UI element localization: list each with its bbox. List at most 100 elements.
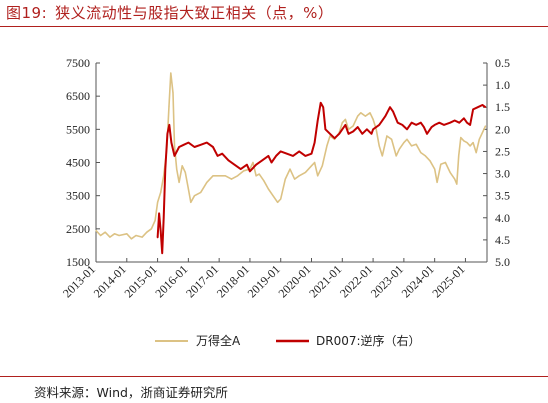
y-left-tick-label: 2500 bbox=[66, 222, 90, 236]
data-point-dr007 bbox=[338, 133, 340, 135]
data-point-dr007 bbox=[389, 106, 391, 108]
data-point-wind-all-a bbox=[176, 168, 178, 170]
data-point-wind-all-a bbox=[263, 180, 265, 182]
data-point-dr007 bbox=[420, 122, 422, 124]
data-point-dr007 bbox=[370, 133, 373, 135]
data-point-wind-all-a bbox=[154, 219, 156, 222]
x-tick-label: 2025-01 bbox=[429, 262, 467, 300]
data-point-wind-all-a bbox=[237, 175, 239, 177]
data-point-wind-all-a bbox=[484, 125, 487, 127]
data-point-wind-all-a bbox=[284, 178, 286, 180]
data-point-wind-all-a bbox=[347, 128, 350, 130]
data-point-dr007 bbox=[275, 155, 277, 157]
data-point-dr007 bbox=[164, 168, 166, 170]
data-point-dr007 bbox=[304, 155, 306, 157]
data-point-wind-all-a bbox=[329, 135, 331, 137]
data-point-wind-all-a bbox=[267, 188, 269, 190]
data-point-wind-all-a bbox=[172, 92, 174, 94]
data-point-dr007 bbox=[401, 124, 403, 126]
data-point-wind-all-a bbox=[424, 155, 426, 157]
data-point-dr007 bbox=[484, 106, 487, 108]
y-right-tick-label: 3.5 bbox=[495, 189, 510, 203]
data-point-wind-all-a bbox=[472, 142, 474, 144]
data-point-wind-all-a bbox=[357, 115, 359, 117]
data-point-wind-all-a bbox=[104, 231, 106, 233]
y-right-tick-label: 4.5 bbox=[495, 233, 510, 247]
data-point-wind-all-a bbox=[118, 234, 120, 237]
data-point-wind-all-a bbox=[141, 236, 143, 238]
y-left-tick-label: 7500 bbox=[66, 56, 90, 70]
y-right-tick-label: 5.0 bbox=[495, 255, 510, 269]
data-point-dr007 bbox=[298, 150, 300, 152]
data-point-dr007 bbox=[187, 142, 189, 144]
data-point-wind-all-a bbox=[352, 125, 354, 127]
data-point-wind-all-a bbox=[294, 178, 296, 180]
data-point-dr007 bbox=[212, 146, 214, 148]
data-point-wind-all-a bbox=[391, 138, 393, 140]
data-point-wind-all-a bbox=[206, 181, 208, 183]
data-point-wind-all-a bbox=[181, 165, 183, 167]
data-point-wind-all-a bbox=[429, 160, 431, 162]
data-point-wind-all-a bbox=[444, 161, 446, 164]
data-point-wind-all-a bbox=[113, 233, 116, 235]
data-point-dr007 bbox=[415, 124, 417, 126]
data-point-dr007 bbox=[292, 155, 294, 157]
data-point-wind-all-a bbox=[420, 152, 422, 154]
data-point-wind-all-a bbox=[224, 175, 226, 177]
data-point-wind-all-a bbox=[372, 118, 374, 120]
legend-label: DR007:逆序（右） bbox=[316, 333, 421, 348]
data-point-wind-all-a bbox=[212, 175, 214, 177]
data-point-wind-all-a bbox=[381, 155, 383, 157]
data-point-wind-all-a bbox=[160, 191, 162, 193]
y-left-tick-label: 3500 bbox=[66, 189, 90, 203]
data-point-dr007 bbox=[193, 146, 196, 148]
source-rule bbox=[0, 376, 548, 377]
data-point-dr007 bbox=[361, 133, 363, 135]
data-point-wind-all-a bbox=[378, 145, 380, 147]
y-right-tick-label: 4.0 bbox=[495, 211, 510, 225]
data-point-wind-all-a bbox=[252, 161, 254, 164]
data-point-dr007 bbox=[469, 124, 471, 126]
data-point-wind-all-a bbox=[481, 132, 483, 134]
y-right-tick-label: 1.5 bbox=[495, 100, 510, 114]
data-point-wind-all-a bbox=[406, 138, 408, 140]
data-point-wind-all-a bbox=[193, 195, 196, 197]
data-point-dr007 bbox=[357, 126, 359, 128]
data-point-dr007 bbox=[463, 117, 465, 119]
data-point-wind-all-a bbox=[434, 168, 436, 170]
data-point-dr007 bbox=[347, 133, 350, 135]
data-point-wind-all-a bbox=[146, 231, 148, 233]
data-point-dr007 bbox=[411, 122, 413, 124]
y-right-tick-label: 0.5 bbox=[495, 56, 510, 70]
data-point-dr007 bbox=[406, 128, 408, 130]
y-right-tick-label: 2.5 bbox=[495, 144, 510, 158]
data-point-wind-all-a bbox=[369, 112, 371, 114]
data-point-dr007 bbox=[280, 150, 282, 152]
data-point-dr007 bbox=[206, 142, 208, 144]
data-point-wind-all-a bbox=[326, 145, 328, 147]
data-point-dr007 bbox=[392, 111, 394, 113]
data-point-dr007 bbox=[217, 155, 219, 157]
data-point-dr007 bbox=[227, 159, 229, 161]
data-point-wind-all-a bbox=[100, 234, 102, 237]
data-point-dr007 bbox=[454, 119, 456, 122]
data-point-dr007 bbox=[163, 217, 165, 219]
data-point-dr007 bbox=[170, 142, 172, 144]
data-point-dr007 bbox=[249, 170, 251, 172]
y-left-tick-label: 6500 bbox=[66, 89, 90, 103]
data-point-dr007 bbox=[329, 133, 331, 135]
data-point-wind-all-a bbox=[341, 122, 343, 124]
data-point-dr007 bbox=[341, 128, 343, 130]
data-point-wind-all-a bbox=[163, 175, 165, 177]
data-point-dr007 bbox=[200, 144, 202, 146]
y-left-tick-label: 5500 bbox=[66, 122, 90, 136]
figure-title-text: 狭义流动性与股指大致正相关（点，%） bbox=[55, 4, 334, 22]
data-point-dr007 bbox=[372, 128, 374, 130]
data-point-wind-all-a bbox=[218, 175, 220, 177]
series-line-dr007 bbox=[156, 101, 487, 255]
data-point-dr007 bbox=[183, 144, 185, 146]
data-point-wind-all-a bbox=[466, 142, 468, 144]
data-point-dr007 bbox=[384, 115, 386, 117]
data-point-dr007 bbox=[434, 124, 436, 126]
